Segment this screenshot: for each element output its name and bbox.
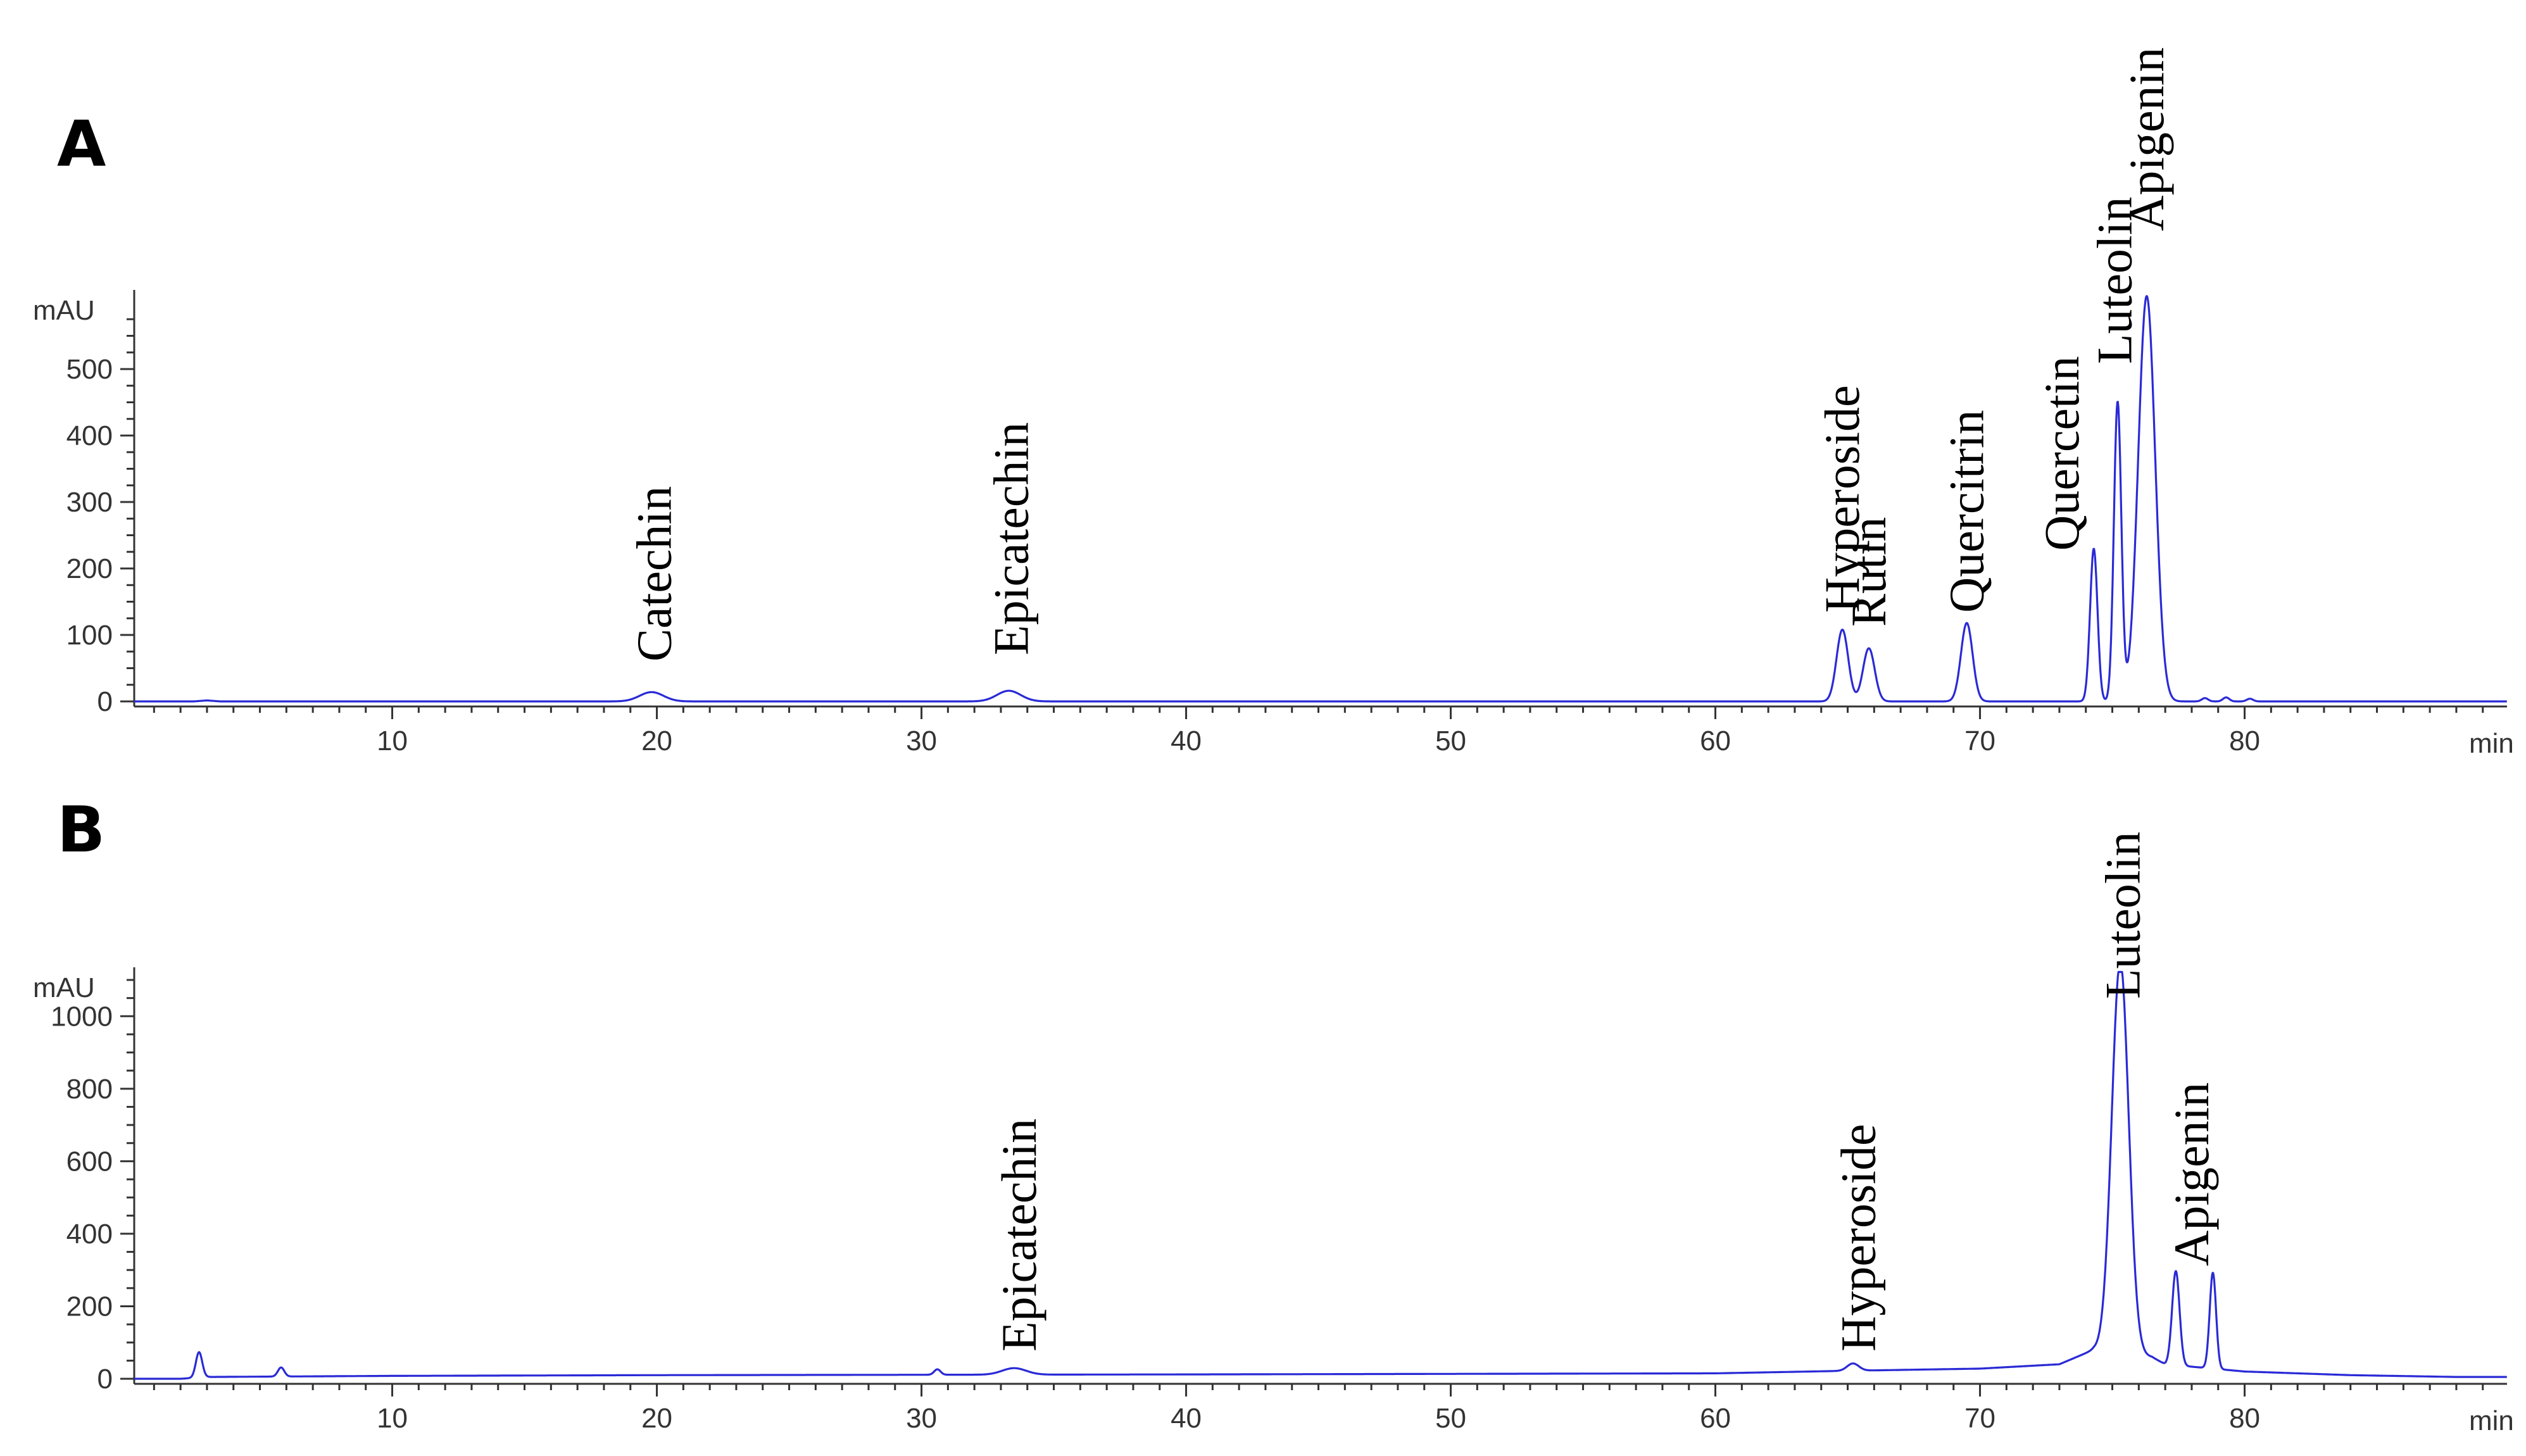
x-tick-label: 10 bbox=[377, 1403, 408, 1434]
x-tick-label: 60 bbox=[1700, 1403, 1731, 1434]
chromatogram-trace bbox=[134, 970, 2508, 1380]
chromatogram-trace bbox=[134, 295, 2508, 703]
y-tick-label: 1000 bbox=[51, 1001, 113, 1032]
y-tick-label: 300 bbox=[66, 487, 113, 518]
y-tick-label: 600 bbox=[66, 1146, 113, 1177]
peak-label: Epicatechin bbox=[984, 422, 1039, 655]
x-tick-label: 70 bbox=[1964, 1403, 1995, 1434]
x-tick-label: 30 bbox=[906, 1403, 937, 1434]
peak-label: Rutin bbox=[1841, 517, 1896, 627]
y-tick-label: 400 bbox=[66, 420, 113, 451]
peak-label: Apigenin bbox=[2119, 47, 2174, 231]
peak-label: Epicatechin bbox=[991, 1119, 1046, 1352]
x-tick-label: 20 bbox=[641, 725, 672, 756]
x-axis-unit-label: min bbox=[2469, 1405, 2514, 1436]
y-tick-label: 500 bbox=[66, 354, 113, 385]
x-tick-label: 50 bbox=[1435, 1403, 1466, 1434]
peak-label: Hyperoside bbox=[1830, 1124, 1885, 1352]
y-tick-label: 800 bbox=[66, 1074, 113, 1105]
y-tick-label: 100 bbox=[66, 620, 113, 651]
y-axis-unit-label: mAU bbox=[33, 295, 95, 326]
y-tick-label: 200 bbox=[66, 1291, 113, 1322]
x-tick-label: 70 bbox=[1964, 725, 1995, 756]
x-tick-label: 30 bbox=[906, 725, 937, 756]
peak-label: Quercitrin bbox=[1939, 410, 1994, 613]
peak-label: Apigenin bbox=[2164, 1083, 2219, 1266]
y-tick-label: 400 bbox=[66, 1219, 113, 1250]
peak-label: Quercetin bbox=[2034, 356, 2089, 551]
peak-label: Hyperoside bbox=[1814, 385, 1869, 613]
y-tick-label: 0 bbox=[97, 1364, 113, 1395]
y-tick-label: 200 bbox=[66, 553, 113, 584]
y-tick-label: 0 bbox=[97, 686, 113, 717]
panel-letter: A bbox=[57, 107, 106, 181]
panel-letter: B bbox=[57, 793, 105, 867]
peak-label: Luteolin bbox=[2087, 197, 2142, 364]
x-tick-label: 80 bbox=[2229, 725, 2260, 756]
x-tick-label: 20 bbox=[641, 1403, 672, 1434]
x-tick-label: 40 bbox=[1171, 725, 1202, 756]
x-tick-label: 60 bbox=[1700, 725, 1731, 756]
x-tick-label: 10 bbox=[377, 725, 408, 756]
x-tick-label: 80 bbox=[2229, 1403, 2260, 1434]
y-axis-unit-label: mAU bbox=[33, 972, 95, 1003]
peak-label: Catechin bbox=[626, 486, 681, 662]
peak-label: Luteolin bbox=[2095, 832, 2150, 999]
x-axis-unit-label: min bbox=[2469, 728, 2514, 759]
x-tick-label: 40 bbox=[1171, 1403, 1202, 1434]
x-tick-label: 50 bbox=[1435, 725, 1466, 756]
